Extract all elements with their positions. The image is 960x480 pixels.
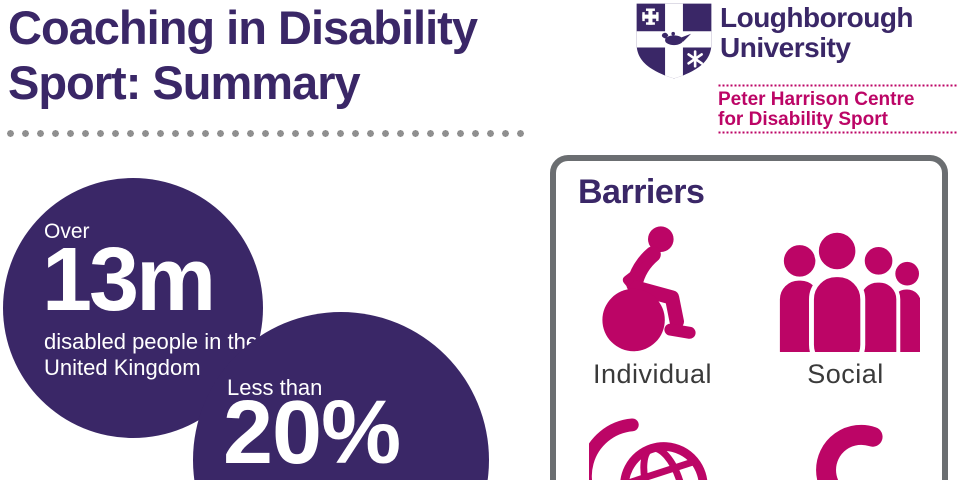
centre-name: Peter Harrison Centre for Disability Spo… [718,90,914,129]
stat-value: 13m [42,230,216,330]
centre-name-line2: for Disability Sport [718,108,888,130]
page-title-line2: Sport: Summary [8,56,361,109]
barriers-heading: Barriers [578,173,705,211]
people-group-icon [772,222,920,352]
barrier-label: Social [807,359,884,389]
barriers-grid: Individual [556,222,942,480]
centre-name-line1: Peter Harrison Centre [718,89,915,110]
loughborough-shield-icon [636,3,712,79]
barrier-item-social: Social [772,222,920,390]
globe-icon [588,404,717,480]
arc-icon [808,404,884,480]
barrier-item-individual: Individual [593,222,712,390]
university-name-line2: University [720,32,851,63]
stat-prefix: Over [44,220,90,243]
barrier-item-organisational [808,404,884,480]
centre-dotted-rule-bottom [718,131,958,134]
barriers-panel: Barriers Individual [550,155,948,480]
wheelchair-user-icon [600,222,704,352]
dotted-separator [6,129,530,138]
centre-dotted-rule-top [718,84,958,87]
stat-prefix: Less than [227,375,323,400]
stat-description: disabled people in the United Kingdom [44,329,259,380]
barrier-label: Individual [592,359,713,389]
university-name-line1: Loughborough [720,2,914,33]
page-title-line1: Coaching in Disability [8,1,478,54]
stat-value: 20% [223,383,401,480]
university-name: Loughborough University [720,2,914,63]
page-title: Coaching in Disability Sport: Summary [8,0,478,110]
barrier-item-environmental [588,404,717,480]
